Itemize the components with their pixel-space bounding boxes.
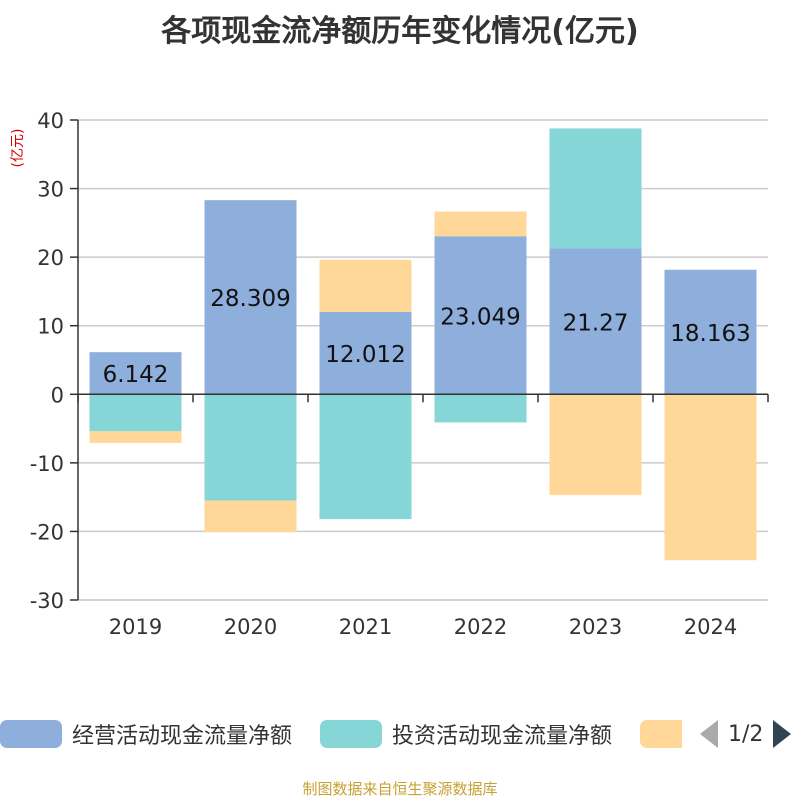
x-tick-label: 2020 — [224, 615, 277, 639]
bars — [89, 128, 757, 561]
data-label-2022: 23.049 — [440, 304, 520, 330]
y-tick-label: -10 — [30, 452, 64, 476]
grid-lines — [78, 119, 768, 601]
bar-investing-2023 — [549, 128, 642, 249]
legend-prev-page-icon[interactable] — [700, 720, 718, 748]
bar-financing-2022 — [434, 211, 527, 237]
bar-investing-2020 — [204, 394, 297, 501]
axes: 40 30 20 10 0 -10 -20 -30 2019 2020 2021 2022 2023 20… — [30, 109, 769, 639]
y-tick-label: 20 — [37, 246, 64, 270]
bar-financing-2021 — [319, 259, 412, 312]
bar-operating-2019 — [89, 352, 182, 395]
legend-label-operating: 经营活动现金流量净额 — [72, 724, 293, 749]
y-tick-label: -30 — [30, 589, 64, 613]
legend-item-operating[interactable]: 经营活动现金流量净额 — [0, 716, 292, 752]
data-label-2020: 28.309 — [210, 286, 290, 312]
legend-swatch-financing — [640, 720, 682, 748]
legend-swatch-investing — [320, 720, 382, 748]
legend-item-financing[interactable] — [640, 716, 682, 752]
legend: 经营活动现金流量净额 投资活动现金流量净额 1/2 — [0, 716, 800, 756]
y-tick-label: 40 — [37, 109, 64, 133]
legend-pager: 1/2 — [700, 716, 792, 752]
legend-item-investing[interactable]: 投资活动现金流量净额 — [320, 716, 612, 752]
x-tick-label: 2021 — [339, 615, 392, 639]
bar-operating-2020 — [204, 200, 297, 395]
legend-label-investing: 投资活动现金流量净额 — [392, 724, 613, 749]
bar-operating-2021 — [319, 311, 412, 395]
bar-chart: 40 30 20 10 0 -10 -20 -30 2019 2020 2021 2022 2023 20… — [10, 109, 769, 639]
legend-swatch-operating — [0, 720, 62, 748]
data-label-2019: 6.142 — [103, 362, 169, 388]
data-label-2021: 12.012 — [325, 342, 405, 368]
y-tick-label: 30 — [37, 178, 64, 202]
bar-operating-2023 — [549, 248, 642, 395]
y-tick-label: 0 — [51, 383, 64, 407]
bar-investing-2022 — [434, 394, 527, 423]
y-tick-label: -20 — [30, 520, 64, 544]
legend-next-page-icon[interactable] — [773, 720, 792, 748]
legend-page-indicator: 1/2 — [728, 721, 764, 747]
bar-operating-2022 — [434, 236, 527, 395]
chart-title: 各项现金流净额历年变化情况(亿元) — [161, 14, 639, 49]
bar-financing-2019 — [89, 431, 182, 443]
data-label-2023: 21.27 — [563, 310, 629, 336]
source-note: 制图数据来自恒生聚源数据库 — [302, 780, 498, 798]
bar-financing-2024 — [664, 394, 757, 561]
bar-financing-2020 — [204, 500, 297, 533]
data-labels: 6.142 28.309 12.012 23.049 21.27 18.163 — [103, 286, 751, 388]
bar-operating-2024 — [664, 269, 757, 395]
x-tick-label: 2022 — [454, 615, 507, 639]
y-axis-unit-label: (亿元) — [10, 129, 26, 168]
bar-financing-2023 — [549, 394, 642, 496]
y-tick-label: 10 — [37, 315, 64, 339]
x-tick-label: 2024 — [684, 615, 737, 639]
bar-investing-2021 — [319, 394, 412, 520]
data-label-2024: 18.163 — [670, 321, 750, 347]
x-tick-label: 2019 — [109, 615, 162, 639]
bar-investing-2019 — [89, 394, 182, 432]
x-tick-label: 2023 — [569, 615, 622, 639]
